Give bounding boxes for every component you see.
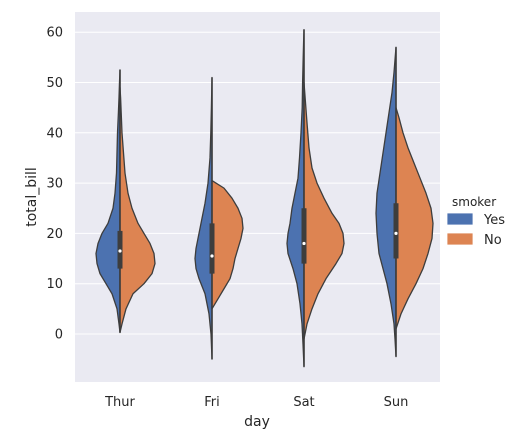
violin-half-no-thur [119, 86, 156, 334]
y-tick-label: 30 [46, 177, 63, 192]
violin-half-no-sun [395, 107, 434, 330]
violins [95, 29, 434, 368]
y-tick-label: 0 [55, 328, 63, 343]
x-tick-labels: Thur Fri Sat Sun [104, 395, 408, 410]
x-tick-label: Fri [204, 395, 220, 410]
y-tick-label: 50 [46, 76, 63, 91]
violin-median-fri [210, 254, 214, 258]
violin-half-no-fri [211, 179, 244, 310]
violin-median-thur [118, 249, 122, 253]
y-tick-label: 40 [46, 126, 63, 141]
legend-swatch-no [446, 232, 474, 246]
x-tick-label: Thur [104, 395, 135, 410]
x-axis-label: day [244, 414, 270, 430]
y-axis-label: total_bill [24, 167, 40, 227]
y-tick-labels: 0 10 20 30 40 50 60 [46, 26, 63, 343]
violin-half-no-sat [303, 81, 345, 340]
violin-median-sun [394, 231, 398, 235]
x-tick-label: Sat [293, 395, 314, 410]
legend: smoker Yes No [446, 195, 505, 248]
legend-swatch-yes [446, 212, 474, 226]
violin-half-yes-thur [95, 69, 121, 334]
x-tick-label: Sun [384, 395, 409, 410]
y-tick-label: 20 [46, 227, 63, 242]
y-tick-label: 60 [46, 26, 63, 41]
legend-label-no: No [484, 233, 502, 248]
legend-label-yes: Yes [483, 213, 505, 228]
violin-half-yes-sat [286, 29, 305, 368]
violin-half-yes-sun [375, 46, 397, 358]
y-tick-label: 10 [46, 277, 63, 292]
violin-median-sat [302, 241, 306, 246]
legend-title: smoker [452, 195, 496, 209]
